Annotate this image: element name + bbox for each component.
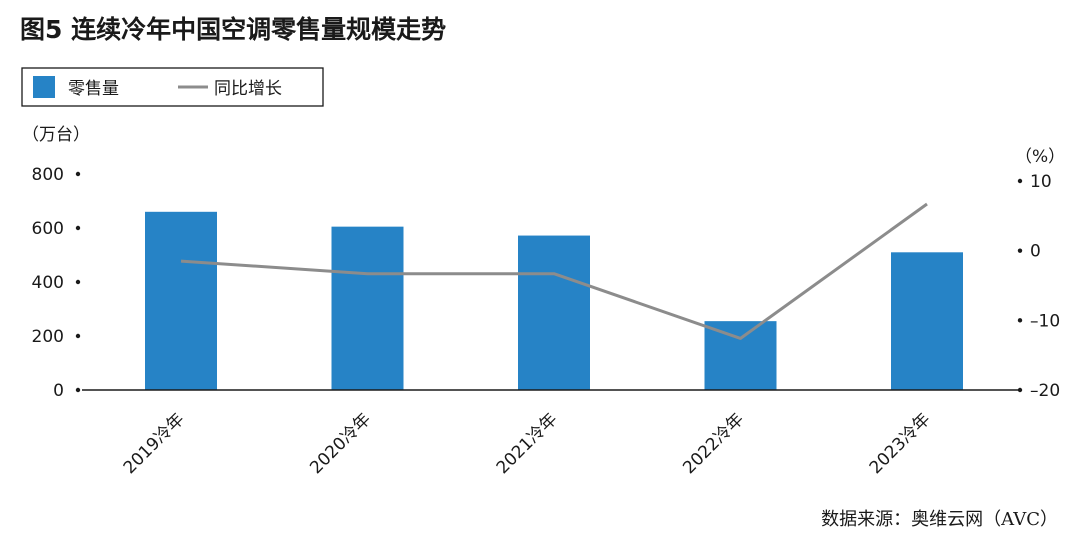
legend-label-line: 同比增长 xyxy=(214,79,282,99)
y-left-tick-label: 0 xyxy=(53,381,64,401)
bar xyxy=(704,321,777,390)
y-left-tick-dot xyxy=(75,171,81,177)
legend-label-bar: 零售量 xyxy=(68,79,119,99)
y-left-tick-dot xyxy=(75,333,81,339)
y-left-tick-label: 200 xyxy=(32,327,64,347)
y-right-tick-label: 10 xyxy=(1030,172,1052,192)
x-tick-label: 2022冷年 xyxy=(679,409,748,478)
bar xyxy=(891,252,963,390)
y-right-tick-dot xyxy=(1017,178,1023,184)
legend: 零售量 同比增长 xyxy=(21,67,324,107)
x-tick-label: 2019冷年 xyxy=(120,409,189,478)
y-left-tick-label: 400 xyxy=(32,273,64,293)
bar-series xyxy=(145,211,963,390)
y-left-unit: （万台） xyxy=(22,125,90,145)
source-note: 数据来源：奥维云网（AVC） xyxy=(821,509,1058,530)
y-left-axis: 0 200 400 600 800 xyxy=(32,165,81,401)
y-left-tick-label: 800 xyxy=(32,165,64,185)
y-right-tick-label: –20 xyxy=(1030,381,1060,401)
bar xyxy=(331,226,404,390)
y-right-unit: （%） xyxy=(1015,147,1065,167)
bar xyxy=(145,211,217,390)
bar xyxy=(518,235,590,390)
legend-swatch-bar xyxy=(33,76,55,98)
x-tick-label: 2020冷年 xyxy=(306,409,375,478)
growth-line xyxy=(180,202,928,340)
x-tick-label: 2021冷年 xyxy=(493,409,562,478)
y-right-tick-label: 0 xyxy=(1030,242,1041,262)
y-left-tick-dot xyxy=(75,225,81,231)
x-tick-label: 2023冷年 xyxy=(866,409,935,478)
line-series xyxy=(180,202,928,340)
x-axis-labels: 2019冷年 2020冷年 2021冷年 2022冷年 2023冷年 xyxy=(120,409,935,478)
y-left-tick-dot xyxy=(75,279,81,285)
y-right-tick-dot xyxy=(1017,248,1023,253)
chart-title: 图5 连续冷年中国空调零售量规模走势 xyxy=(20,15,446,44)
y-right-tick-label: –10 xyxy=(1030,311,1060,331)
y-left-tick-label: 600 xyxy=(32,219,64,239)
y-right-tick-dot xyxy=(1017,318,1023,323)
y-right-axis: 10 0 –10 –20 xyxy=(1017,172,1060,401)
legend-box xyxy=(21,67,324,107)
y-left-tick-dot xyxy=(75,387,81,393)
